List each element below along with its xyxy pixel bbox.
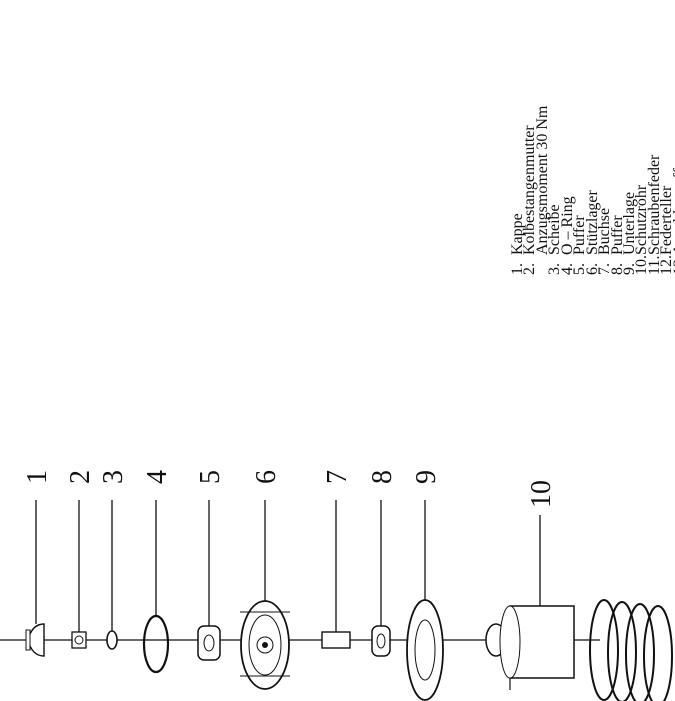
part-spring-drawing <box>589 599 673 701</box>
callout-7: 7 <box>322 470 353 484</box>
callout-6: 6 <box>251 470 282 484</box>
part-support-bearing-drawing <box>240 600 290 690</box>
part-buffer-drawing <box>197 625 221 661</box>
part-bushing-drawing <box>321 631 351 649</box>
callout-5: 5 <box>195 470 226 484</box>
callout-1: 1 <box>22 470 53 484</box>
callout-10: 10 <box>526 480 557 508</box>
part-o-ring-drawing <box>142 614 170 674</box>
callout-4: 4 <box>142 470 173 484</box>
callout-2: 2 <box>65 470 96 484</box>
part-nut-drawing <box>71 631 87 649</box>
callout-9: 9 <box>411 470 442 484</box>
callout-3: 3 <box>98 470 129 484</box>
part-plate-drawing <box>406 599 444 701</box>
part-washer-drawing <box>106 630 118 650</box>
part-protective-tube-drawing <box>485 605 575 679</box>
leader-lines <box>35 500 541 632</box>
part-cap-drawing <box>25 623 45 657</box>
part-buffer-2-drawing <box>371 625 391 657</box>
callout-8: 8 <box>367 470 398 484</box>
